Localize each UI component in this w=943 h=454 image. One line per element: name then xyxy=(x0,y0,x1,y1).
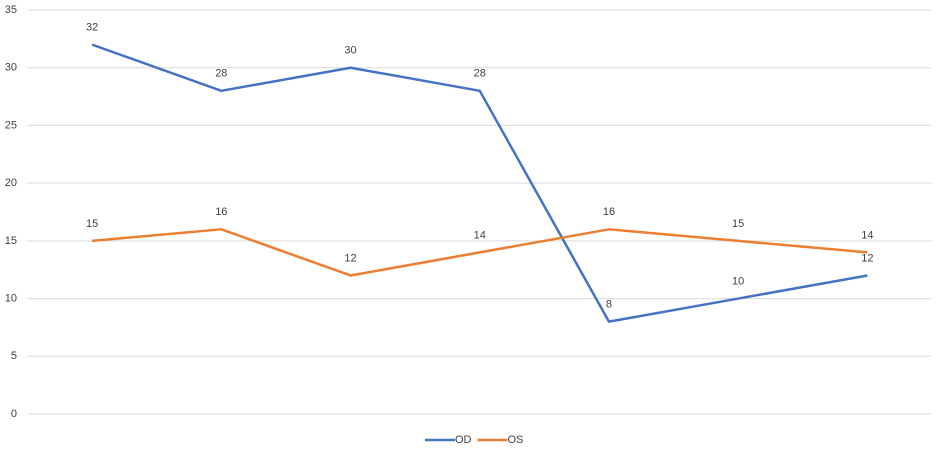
y-tick-label: 25 xyxy=(5,119,17,131)
data-label: 15 xyxy=(86,218,98,230)
data-label: 12 xyxy=(861,252,873,264)
data-label: 28 xyxy=(474,68,486,80)
series-line xyxy=(91,228,868,277)
data-label: 10 xyxy=(732,275,744,287)
data-label: 14 xyxy=(861,229,873,241)
y-tick-label: 35 xyxy=(5,4,17,16)
data-label: 16 xyxy=(215,206,227,218)
series-line xyxy=(91,43,868,323)
legend-label: OD xyxy=(455,434,472,446)
data-label: 12 xyxy=(344,252,356,264)
y-tick-label: 5 xyxy=(11,350,17,362)
data-label: 15 xyxy=(732,218,744,230)
legend-label: OS xyxy=(508,434,524,446)
y-tick-label: 0 xyxy=(11,408,17,420)
data-label: 28 xyxy=(215,68,227,80)
data-label: 30 xyxy=(344,45,356,57)
y-tick-label: 10 xyxy=(5,292,17,304)
data-label: 14 xyxy=(474,229,486,241)
y-tick-label: 20 xyxy=(5,177,17,189)
data-label: 8 xyxy=(606,299,612,311)
y-tick-label: 15 xyxy=(5,235,17,247)
data-label: 16 xyxy=(603,206,615,218)
y-tick-label: 30 xyxy=(5,62,17,74)
data-label: 32 xyxy=(86,22,98,34)
